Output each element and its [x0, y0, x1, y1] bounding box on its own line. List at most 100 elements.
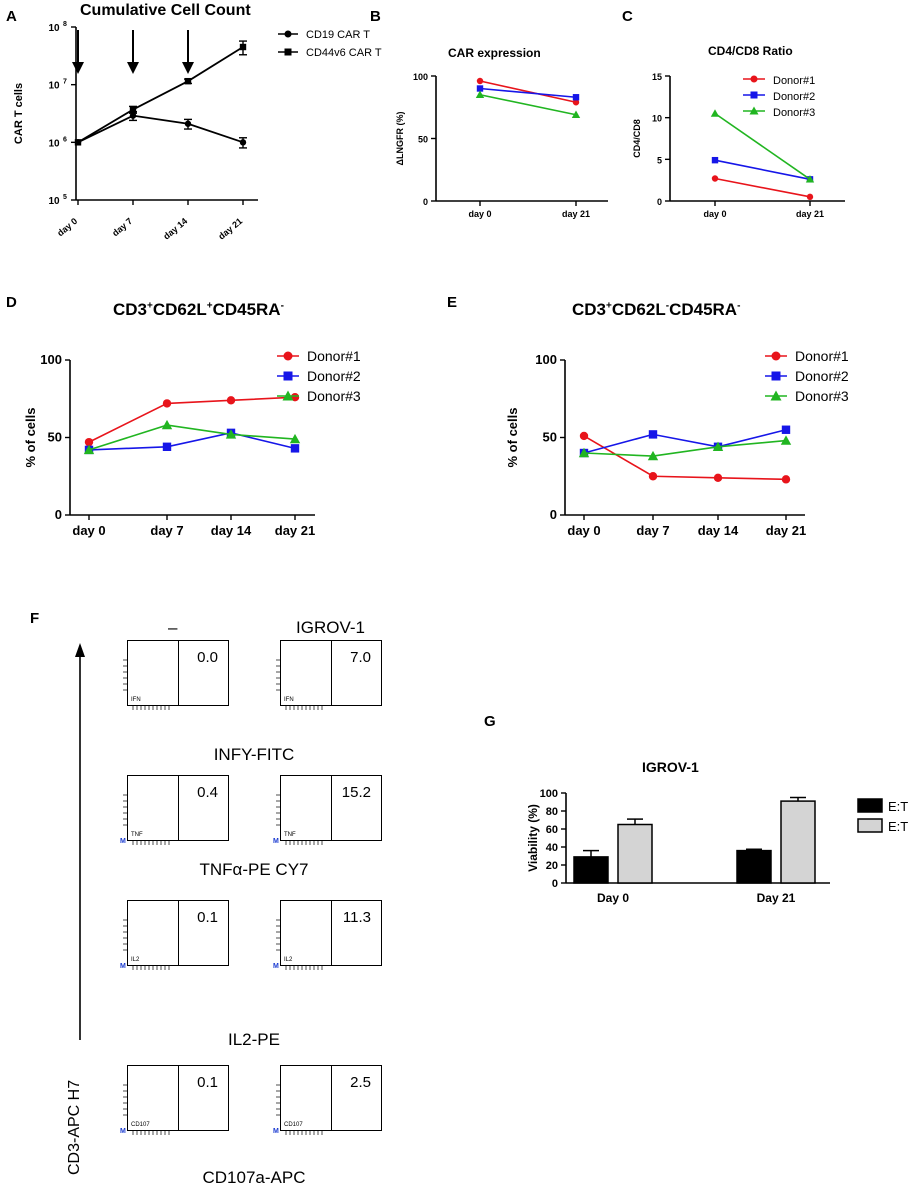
legend-marker: [284, 48, 292, 56]
data-point: [225, 429, 237, 439]
x-tick-label: day 0: [55, 216, 79, 238]
y-tick-label: 10: [48, 23, 60, 34]
y-tick-label: 100: [535, 352, 557, 367]
data-point: [239, 139, 247, 146]
flow-gate-line: [331, 901, 332, 965]
panel-letter-b: B: [370, 8, 381, 25]
y-tick-label: 20: [546, 860, 558, 872]
y-tick-label: 40: [546, 842, 558, 854]
flow-corner-glyph: M: [120, 1128, 126, 1135]
chart-G-y-axis-label: Viability (%): [526, 804, 540, 872]
y-tick-label: 0: [423, 197, 428, 207]
bar: [780, 800, 816, 884]
panel-letter-d: D: [6, 294, 17, 311]
flow-gate-line: [331, 1066, 332, 1130]
series-line: [88, 396, 296, 443]
y-tick-label: 100: [413, 72, 428, 82]
data-point: [84, 437, 94, 447]
y-tick-exponent: 6: [63, 136, 67, 143]
series-line: [77, 46, 244, 144]
flow-marker-label: IL2-PE: [228, 1030, 280, 1049]
flow-axis-tag: IFN: [284, 697, 294, 703]
flow-corner-glyph: M: [273, 838, 279, 845]
flow-plot: 0.1 IL2: [127, 900, 229, 966]
y-tick-label: 10: [652, 114, 662, 124]
x-tick-label: day 14: [161, 216, 189, 242]
flow-gate-line: [331, 776, 332, 840]
data-point: [571, 110, 581, 118]
chart-D-y-axis-label: % of cells: [23, 408, 38, 468]
flow-gate-line: [178, 1066, 179, 1130]
y-tick-label: 50: [543, 430, 557, 445]
chart-a-title: Cumulative Cell Count: [80, 2, 251, 19]
series-line: [88, 432, 296, 451]
data-point: [184, 120, 192, 127]
flow-plot: 11.3 IL2: [280, 900, 382, 966]
legend-label: Donor#2: [773, 91, 815, 103]
y-tick-exponent: 8: [63, 21, 67, 28]
legend-label: E:T 1:1: [888, 799, 911, 814]
x-tick-label: Day 0: [597, 891, 629, 905]
data-point: [806, 193, 814, 201]
x-tick-label: day 0: [72, 523, 105, 538]
x-tick-label: day 14: [211, 523, 252, 538]
flow-percentage: 0.4: [197, 784, 218, 801]
legend-marker: [282, 390, 294, 401]
x-tick-label: day 0: [703, 209, 726, 219]
flow-gate-line: [331, 641, 332, 705]
flow-axis-tag: CD107: [131, 1122, 150, 1128]
chart-E-y-axis-label: % of cells: [505, 408, 520, 468]
x-tick-label: day 7: [150, 523, 183, 538]
flow-gate-line: [178, 901, 179, 965]
y-tick-label: 0: [550, 507, 557, 522]
y-tick-label: 100: [540, 788, 558, 800]
flow-percentage: 2.5: [350, 1074, 371, 1091]
x-tick-label: day 0: [567, 523, 600, 538]
data-point: [162, 399, 172, 408]
flow-percentage: 11.3: [342, 909, 371, 926]
data-point: [781, 475, 791, 484]
legend-label: Donor#1: [795, 348, 849, 364]
flow-gate-line: [178, 776, 179, 840]
x-tick-label: day 14: [698, 523, 739, 538]
flow-axis-tag: CD107: [284, 1122, 303, 1128]
flow-plot: 0.1 CD107: [127, 1065, 229, 1131]
data-point: [648, 430, 658, 439]
flow-axis-tag: TNF: [131, 832, 143, 838]
data-point: [572, 99, 580, 106]
legend-label: Donor#1: [773, 75, 815, 87]
flow-col-header-igrov: IGROV-1: [296, 618, 365, 637]
y-tick-label: 50: [48, 430, 62, 445]
treatment-arrow-head: [182, 62, 194, 74]
data-point: [476, 77, 484, 85]
data-point: [711, 156, 719, 164]
legend-marker: [770, 390, 782, 401]
series-line: [583, 428, 787, 454]
legend-marker: [749, 106, 759, 115]
legend-label: Donor#3: [795, 388, 849, 404]
data-point: [161, 419, 173, 430]
flow-percentage: 7.0: [350, 649, 371, 666]
series-line: [583, 435, 787, 481]
series-line: [479, 80, 577, 104]
treatment-arrow-head: [72, 62, 84, 74]
y-tick-exponent: 5: [63, 194, 67, 201]
series-line: [77, 114, 244, 144]
panel-letter-c: C: [622, 8, 633, 25]
flow-y-axis-label: CD3-APC H7: [66, 1079, 83, 1175]
data-point: [476, 85, 484, 92]
chart-e-title: CD3+CD62L-CD45RA-: [572, 300, 741, 319]
y-tick-label: 80: [546, 806, 558, 818]
y-tick-label: 0: [55, 507, 62, 522]
x-tick-label: day 21: [275, 523, 315, 538]
legend-swatch: [857, 798, 883, 813]
x-tick-label: day 21: [766, 523, 806, 538]
data-point: [290, 444, 300, 453]
data-point: [781, 425, 791, 434]
chart-b-title: CAR expression: [448, 46, 541, 60]
flow-percentage: 0.1: [197, 909, 218, 926]
panel-letter-e: E: [447, 294, 458, 311]
y-tick-label: 100: [40, 352, 62, 367]
data-point: [289, 433, 301, 444]
